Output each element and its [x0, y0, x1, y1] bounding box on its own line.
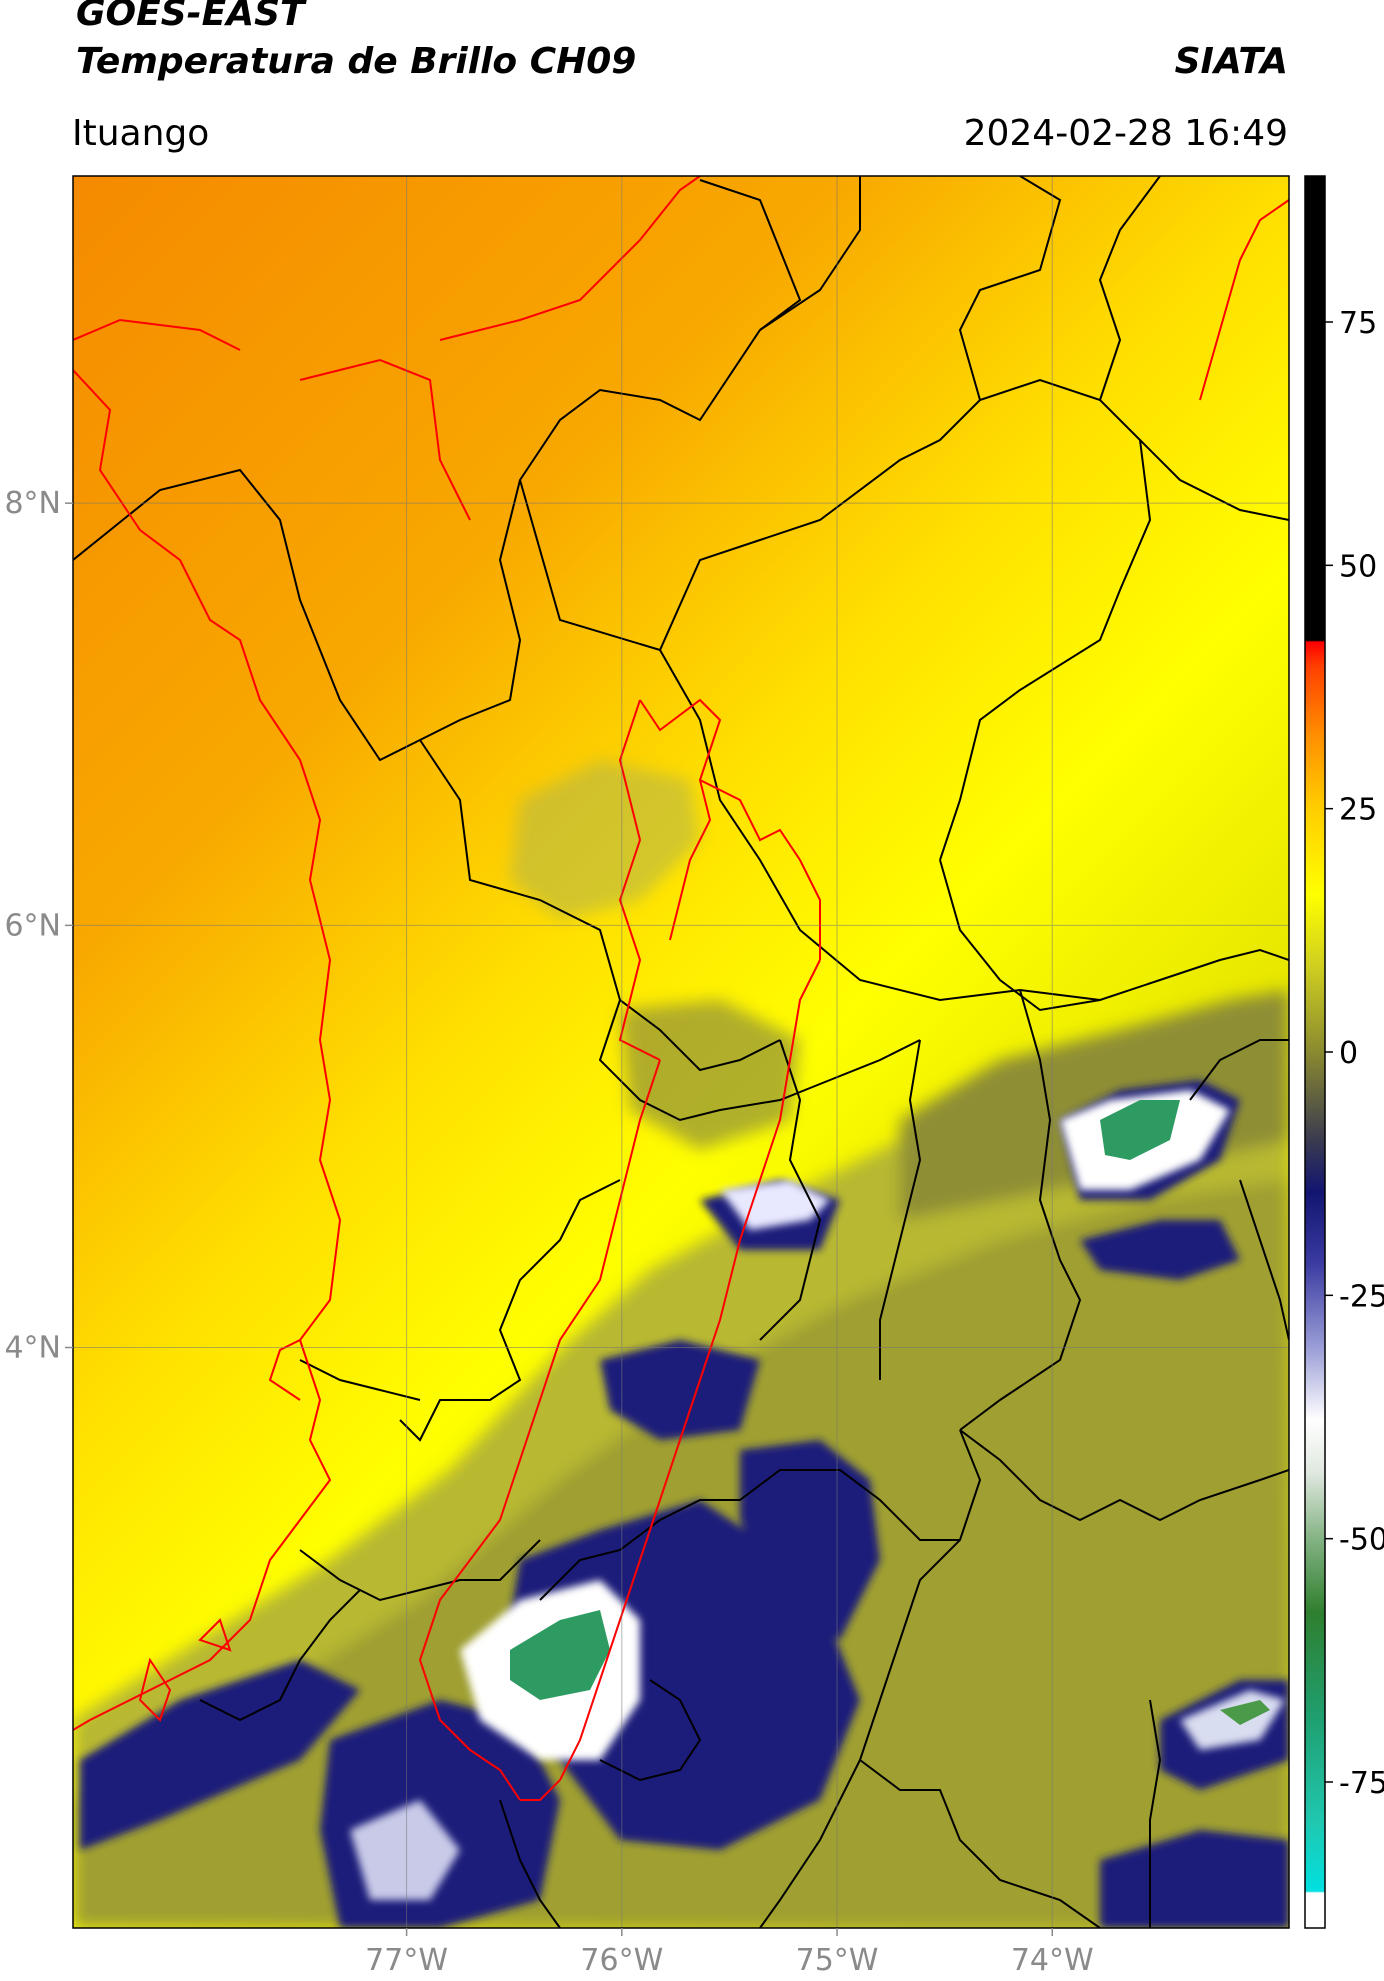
coastline-and-basin	[73, 176, 1289, 1801]
brightness-temperature-field	[73, 176, 1289, 1928]
satellite-title: GOES-EAST	[76, 0, 305, 34]
country-borders	[73, 176, 1289, 1928]
latitude-axis: 8°N 6°N 4°N	[4, 486, 73, 1366]
product-title: Temperatura de Brillo CH09	[76, 41, 637, 82]
org-label: SIATA	[1174, 41, 1288, 82]
colorbar-tick-label: 50	[1339, 549, 1377, 584]
lon-tick-label: 75°W	[796, 1943, 879, 1978]
colorbar-tick-label: 75	[1339, 306, 1377, 341]
temperature-colorbar	[1304, 175, 1326, 1929]
lon-tick-label: 76°W	[580, 1943, 663, 1978]
map-frame	[72, 175, 1290, 1929]
timestamp-label: 2024-02-28 16:49	[963, 113, 1288, 154]
lat-tick-label: 8°N	[4, 486, 61, 521]
colorbar-tick-label: -25	[1339, 1279, 1384, 1314]
longitude-axis: 77°W 76°W 75°W 74°W	[365, 1928, 1094, 1978]
lon-tick-label: 74°W	[1011, 1943, 1094, 1978]
lat-tick-label: 6°N	[4, 908, 61, 943]
lon-tick-label: 77°W	[365, 1943, 448, 1978]
colorbar-tick-label: -75	[1339, 1766, 1384, 1801]
colorbar-tick-label: -50	[1339, 1523, 1384, 1558]
colorbar-tick-label: 0	[1339, 1036, 1358, 1071]
colorbar-tick-label: 25	[1339, 793, 1377, 828]
graticule	[73, 176, 1289, 1928]
colorbar: 75 50 25 0 -25 -50 -75	[1304, 175, 1384, 1929]
coldest-green-cores	[510, 1100, 1270, 1725]
lat-tick-label: 4°N	[4, 1331, 61, 1366]
region-label: Ituango	[72, 113, 210, 154]
